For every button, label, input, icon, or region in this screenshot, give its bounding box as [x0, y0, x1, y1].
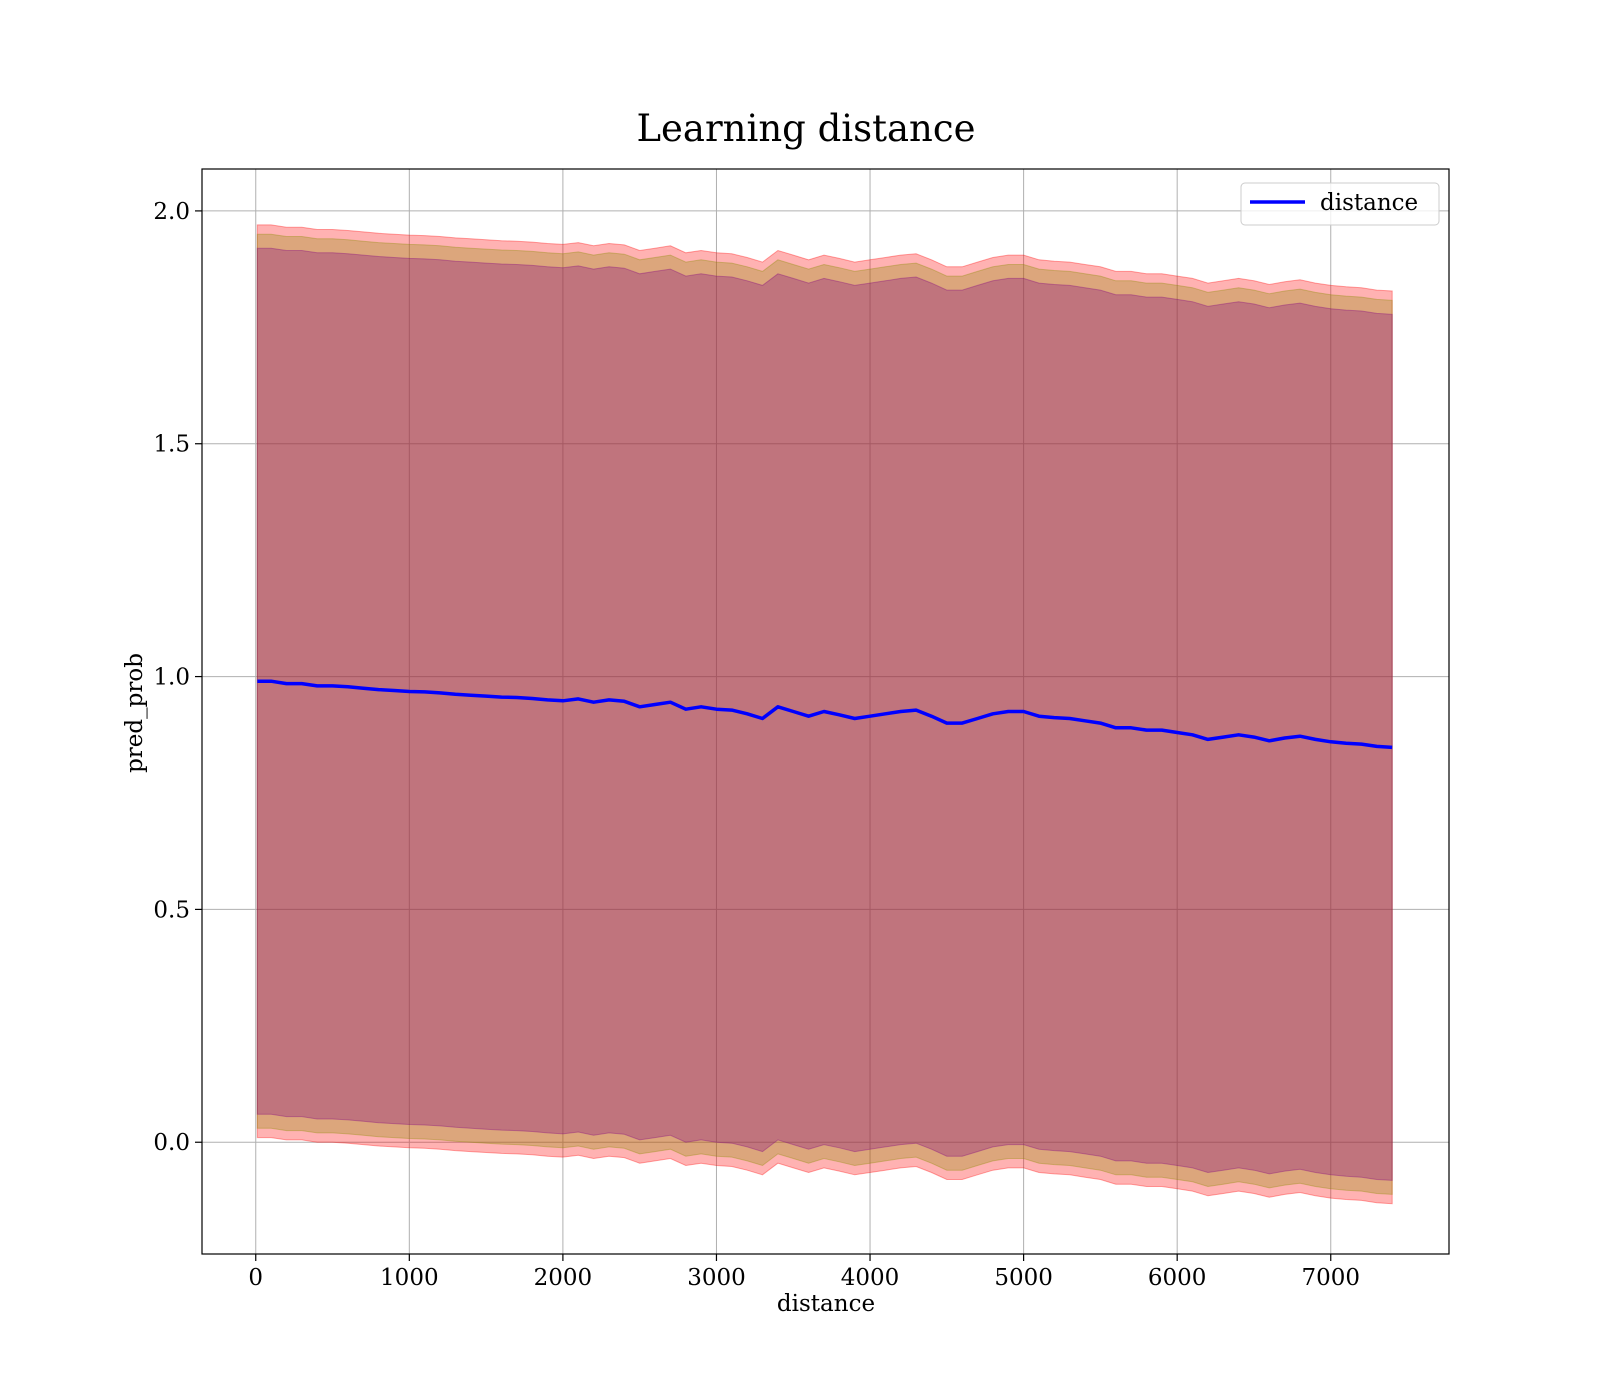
x-tick-label: 2000 [534, 1265, 593, 1291]
y-tick-label: 1.5 [153, 432, 190, 458]
x-tick-label: 7000 [1301, 1265, 1360, 1291]
y-axis-label: pred_prob [122, 653, 148, 773]
middle-confidence-band [256, 233, 1393, 1195]
y-tick-label: 0.0 [153, 1130, 190, 1156]
x-tick-label: 3000 [687, 1265, 746, 1291]
tick-layer: 0 1000 2000 3000 4000 5000 6000 7000 0.0 0.5 1.0 1.… [153, 199, 1360, 1291]
x-tick-label: 6000 [1148, 1265, 1207, 1291]
x-tick-label: 1000 [380, 1265, 439, 1291]
legend: distance [1240, 182, 1440, 226]
inner-confidence-band [256, 247, 1393, 1181]
band-layer [256, 224, 1393, 1205]
y-tick-label: 2.0 [153, 199, 190, 225]
y-tick-label: 1.0 [153, 665, 190, 691]
series-line-distance [257, 679, 1393, 750]
plot-frame [201, 168, 1450, 1255]
x-tick-label: 4000 [841, 1265, 900, 1291]
legend-box [1240, 182, 1440, 226]
x-tick-label: 0 [248, 1265, 263, 1291]
outer-confidence-band [256, 224, 1393, 1205]
x-tick-label: 5000 [994, 1265, 1053, 1291]
x-axis-label: distance [777, 1291, 875, 1317]
legend-label-distance: distance [1320, 190, 1418, 216]
chart-title: Learning distance [636, 107, 975, 150]
y-tick-label: 0.5 [153, 897, 190, 923]
line-layer [257, 679, 1393, 750]
